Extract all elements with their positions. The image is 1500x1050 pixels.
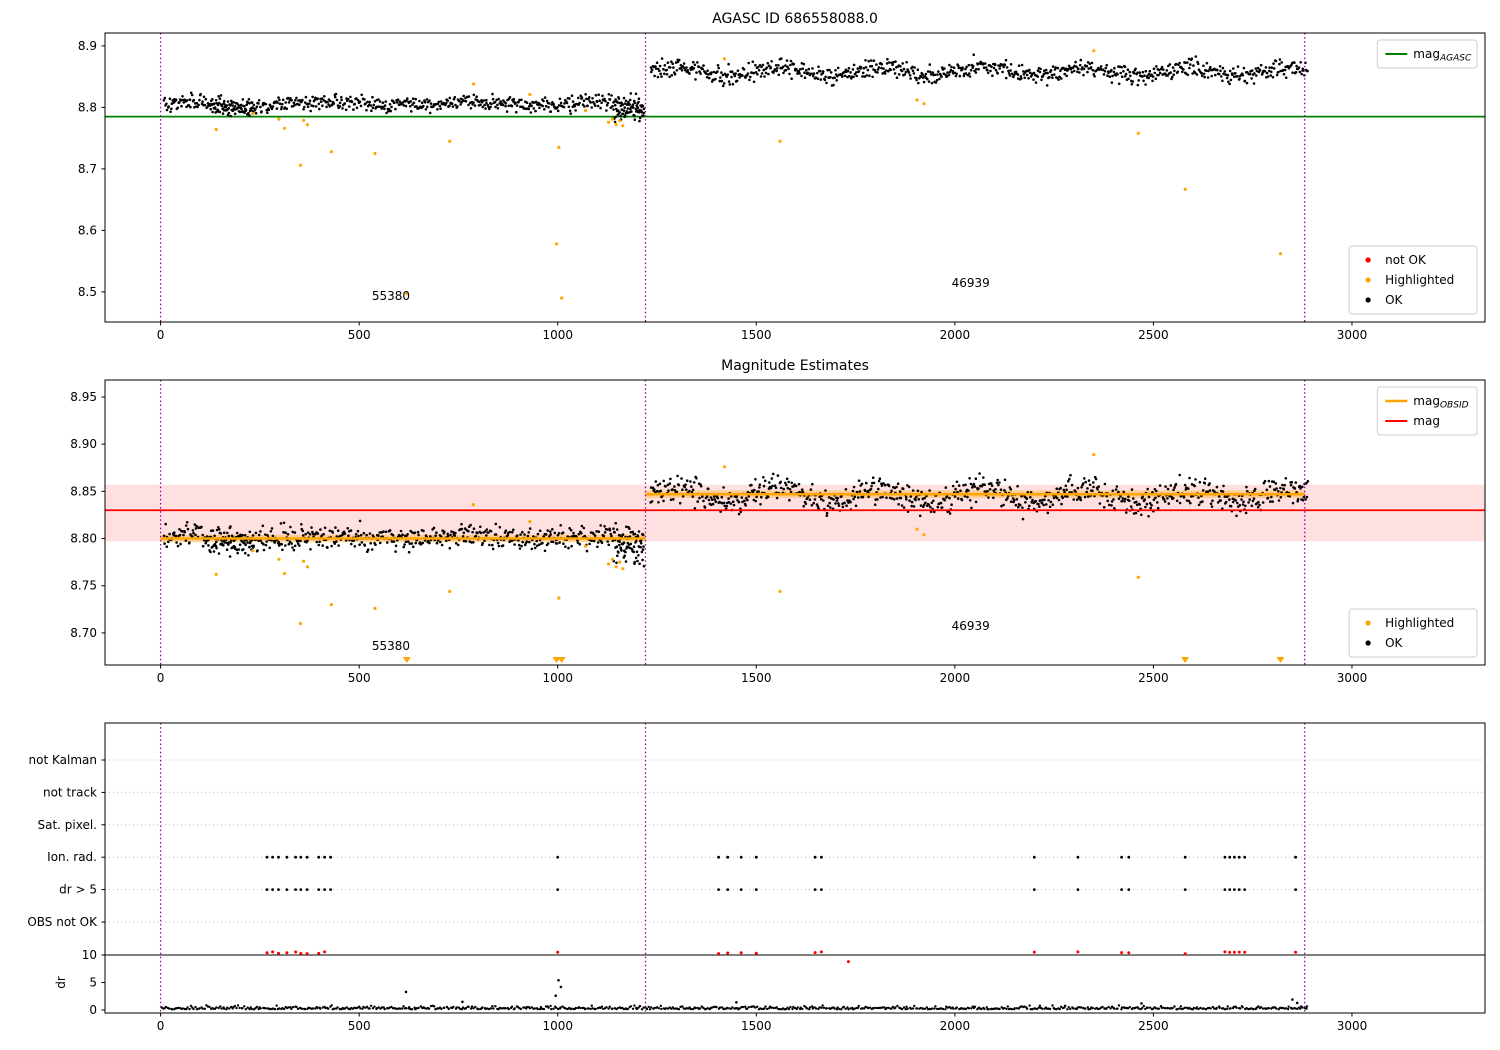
legend-label: mag: [1413, 414, 1440, 428]
obsid-annotation: 46939: [952, 276, 990, 290]
x-tick-label: 1500: [741, 328, 772, 342]
dr-baseline-points: [160, 1004, 1309, 1011]
clipped-low-marker: [1181, 657, 1190, 663]
dr-spike-points: [404, 979, 1299, 1005]
obsid-annotation: 55380: [372, 289, 410, 303]
plot3-frame: [104, 722, 1486, 1014]
clipped-low-marker: [402, 657, 411, 663]
legend-label: not OK: [1385, 253, 1427, 267]
x-tick-label: 500: [348, 328, 371, 342]
x-tick-label: 0: [157, 671, 165, 685]
x-tick-label: 500: [348, 1019, 371, 1033]
plot2-area: [105, 380, 1485, 665]
y-tick-label: 8.8: [78, 100, 97, 114]
flag-category-label: not Kalman: [29, 753, 97, 767]
plot1-title: AGASC ID 686558088.0: [712, 11, 878, 27]
x-tick-label: 0: [157, 1019, 165, 1033]
x-tick-label: 0: [157, 328, 165, 342]
x-tick-label: 3000: [1337, 671, 1368, 685]
legend-label: OK: [1385, 293, 1403, 307]
flag-category-label: Sat. pixel.: [37, 818, 97, 832]
legend-label: Highlighted: [1385, 273, 1454, 287]
plot2: 55380 46939 0 500 1000 1500 2000 2500 3000 8.70 8.…: [70, 379, 1486, 685]
y-tick-label: 8.7: [78, 162, 97, 176]
x-tick-label: 1500: [741, 671, 772, 685]
legend-marker: [1365, 277, 1371, 283]
clipped-low-marker: [1276, 657, 1285, 663]
y-tick-label: 8.95: [70, 390, 97, 404]
dr-tick-label: 10: [82, 948, 97, 962]
legend-label: magOBSID: [1413, 394, 1468, 411]
plot2-legend-bottom: Highlighted OK: [1348, 608, 1478, 658]
flag-dots-4: [265, 888, 1297, 891]
not-ok-dr-points: [265, 950, 1298, 964]
x-tick-label: 1500: [741, 1019, 772, 1033]
flag-category-label: not track: [43, 785, 97, 799]
legend-box: [1348, 608, 1478, 658]
legend-label: OK: [1385, 636, 1403, 650]
y-tick-label: 8.80: [70, 532, 97, 546]
x-tick-label: 1000: [542, 671, 573, 685]
legend-box: [1348, 245, 1478, 315]
flag-category-label: dr > 5: [59, 883, 97, 897]
dr-tick-label: 5: [89, 976, 97, 990]
x-tick-label: 3000: [1337, 1019, 1368, 1033]
clipped-low-marker: [557, 657, 566, 663]
obsid-annotation: 55380: [372, 639, 410, 653]
x-tick-label: 2500: [1138, 328, 1169, 342]
plot3-area: [159, 723, 1309, 1013]
plot1: 55380 46939 0 500 1000 1500 2000 2500 3000 8.5 8.6…: [78, 32, 1486, 342]
y-tick-label: 8.6: [78, 223, 97, 237]
y-tick-label: 8.70: [70, 626, 97, 640]
clipped-low-marker: [552, 657, 561, 663]
legend-box: [1376, 386, 1478, 436]
x-tick-label: 2500: [1138, 671, 1169, 685]
obsid-annotation: 46939: [952, 619, 990, 633]
dr-tick-label: 0: [89, 1003, 97, 1017]
plot1-frame: [104, 32, 1486, 323]
flag-category-label: Ion. rad.: [47, 850, 97, 864]
dr-axis-label: dr: [54, 976, 68, 989]
y-tick-label: 8.90: [70, 437, 97, 451]
legend-marker: [1365, 297, 1371, 303]
plot1-ok-points: [162, 53, 1309, 124]
flag-dots-3: [265, 855, 1297, 859]
x-tick-label: 2000: [940, 1019, 971, 1033]
legend-label: Highlighted: [1385, 616, 1454, 630]
legend-label: magAGASC: [1413, 47, 1472, 64]
legend-marker: [1365, 257, 1371, 263]
plot1-legend-top: magAGASC: [1376, 39, 1478, 69]
legend-marker: [1365, 640, 1371, 646]
x-tick-label: 2000: [940, 328, 971, 342]
y-tick-label: 8.9: [78, 39, 97, 53]
x-tick-label: 1000: [542, 328, 573, 342]
x-tick-label: 1000: [542, 1019, 573, 1033]
plot2-highlighted-points: [214, 453, 1140, 626]
x-tick-label: 500: [348, 671, 371, 685]
y-tick-label: 8.75: [70, 579, 97, 593]
plot1-legend-bottom: not OK Highlighted OK: [1348, 245, 1478, 315]
plot2-frame: [104, 379, 1486, 666]
x-tick-label: 3000: [1337, 328, 1368, 342]
x-tick-label: 2500: [1138, 1019, 1169, 1033]
flag-category-label: OBS not OK: [27, 915, 98, 929]
x-tick-label: 2000: [940, 671, 971, 685]
y-tick-label: 8.5: [78, 285, 97, 299]
legend-box: [1376, 39, 1478, 69]
plot2-legend-top: magOBSID mag: [1376, 386, 1478, 436]
y-tick-label: 8.85: [70, 484, 97, 498]
plot2-title: Magnitude Estimates: [721, 358, 869, 374]
legend-marker: [1365, 620, 1371, 626]
plot1-highlighted-points: [214, 49, 1283, 300]
plot3: not Kalman not track Sat. pixel. Ion. rad. d…: [27, 722, 1486, 1033]
plot1-area: [105, 33, 1485, 322]
